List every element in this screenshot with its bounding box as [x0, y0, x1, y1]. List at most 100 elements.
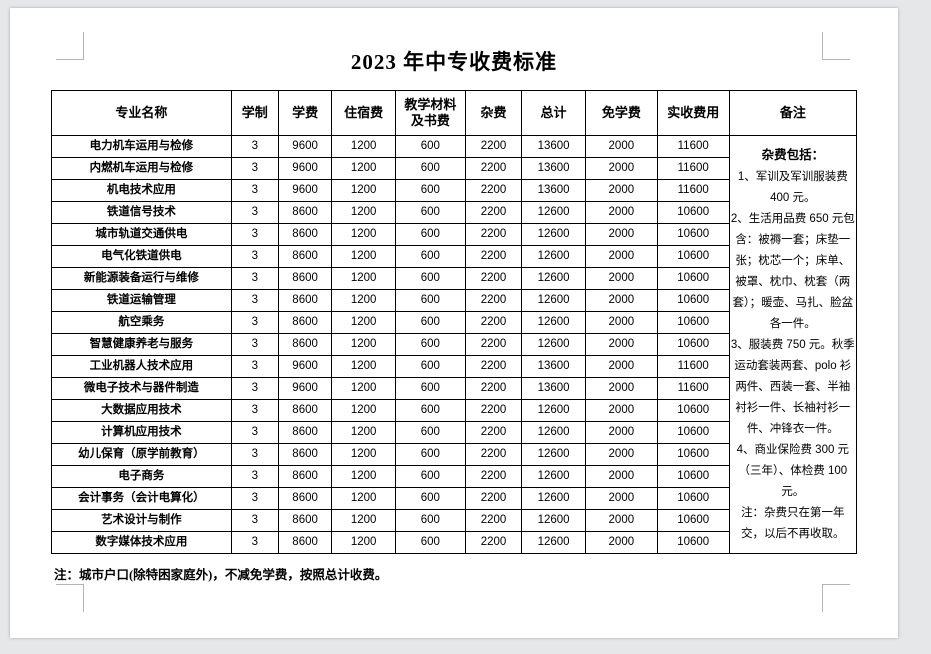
cell-tuition-fee: 8600 [277, 421, 333, 444]
cell-tuition-fee: 8600 [277, 201, 333, 224]
table-row: 幼儿保育（原学前教育） 3 8600 1200 600 2200 12600 2000 1060… [51, 443, 857, 466]
cell-misc-fee: 2200 [464, 333, 523, 356]
cell-total-fee: 12600 [521, 421, 586, 444]
cell-total-fee: 12600 [521, 245, 586, 268]
cell-misc-fee: 2200 [464, 399, 523, 422]
cell-total-fee: 13600 [521, 135, 586, 158]
column-header-material-line2: 及书费 [410, 113, 450, 128]
cell-material-fee: 600 [394, 289, 466, 312]
cell-dormitory-fee: 1200 [331, 201, 396, 224]
cell-duration: 3 [230, 223, 279, 246]
cell-major-name: 智慧健康养老与服务 [51, 333, 232, 356]
cell-major-name: 数字媒体技术应用 [51, 531, 232, 554]
cell-dormitory-fee: 1200 [331, 223, 396, 246]
document-page: 2023 年中专收费标准 专业名称 学制 学费 住宿费 教学材料 及书费 杂费 [10, 8, 898, 638]
cell-total-fee: 12600 [521, 333, 586, 356]
cell-actual-fee: 10600 [656, 399, 730, 422]
cell-dormitory-fee: 1200 [331, 377, 396, 400]
table-row: 电力机车运用与检修 3 9600 1200 600 2200 13600 2000 11600 杂… [51, 135, 858, 554]
cell-material-fee: 600 [394, 465, 466, 488]
cell-total-fee: 12600 [521, 487, 586, 510]
cell-actual-fee: 10600 [656, 333, 730, 356]
cell-tuition-waiver: 2000 [584, 179, 658, 202]
cell-total-fee: 12600 [521, 267, 586, 290]
cell-actual-fee: 10600 [656, 289, 730, 312]
cell-tuition-fee: 8600 [277, 487, 333, 510]
cell-material-fee: 600 [394, 267, 466, 290]
cell-material-fee: 600 [394, 223, 466, 246]
column-header-dormitory: 住宿费 [331, 90, 396, 136]
cell-tuition-waiver: 2000 [584, 531, 658, 554]
cell-material-fee: 600 [394, 201, 466, 224]
cell-material-fee: 600 [394, 509, 466, 532]
remarks-line: 注：杂费只在第一年交，以后不再收取。 [741, 506, 845, 540]
cell-misc-fee: 2200 [464, 531, 523, 554]
cell-misc-fee: 2200 [464, 487, 523, 510]
cell-misc-fee: 2200 [464, 223, 523, 246]
cell-major-name: 铁道信号技术 [51, 201, 232, 224]
cell-dormitory-fee: 1200 [331, 157, 396, 180]
footer-note: 注：城市户口(除特困家庭外)，不减免学费，按照总计收费。 [54, 568, 388, 582]
cell-misc-fee: 2200 [464, 245, 523, 268]
cell-material-fee: 600 [394, 135, 466, 158]
cell-duration: 3 [230, 267, 279, 290]
cell-duration: 3 [230, 333, 279, 356]
table-row: 计算机应用技术 3 8600 1200 600 2200 12600 2000 10600 [51, 421, 857, 444]
cell-dormitory-fee: 1200 [331, 333, 396, 356]
cell-tuition-waiver: 2000 [584, 421, 658, 444]
cell-misc-fee: 2200 [464, 355, 523, 378]
column-header-actual: 实收费用 [656, 90, 730, 136]
cell-misc-fee: 2200 [464, 179, 523, 202]
cell-material-fee: 600 [394, 399, 466, 422]
cell-tuition-waiver: 2000 [584, 399, 658, 422]
table-header-row: 专业名称 学制 学费 住宿费 教学材料 及书费 杂费 总计 免学费 实收费用 备… [51, 90, 858, 136]
cell-dormitory-fee: 1200 [331, 179, 396, 202]
cell-total-fee: 13600 [521, 157, 586, 180]
column-header-material: 教学材料 及书费 [394, 90, 466, 136]
column-header-tuition-waiver: 免学费 [584, 90, 658, 136]
cell-major-name: 微电子技术与器件制造 [51, 377, 232, 400]
cell-major-name: 大数据应用技术 [51, 399, 232, 422]
cell-misc-fee: 2200 [464, 443, 523, 466]
cell-duration: 3 [230, 289, 279, 312]
cell-tuition-fee: 8600 [277, 245, 333, 268]
cell-tuition-waiver: 2000 [584, 223, 658, 246]
cell-tuition-waiver: 2000 [584, 443, 658, 466]
cell-tuition-fee: 9600 [277, 377, 333, 400]
cell-duration: 3 [230, 421, 279, 444]
cell-tuition-waiver: 2000 [584, 355, 658, 378]
cell-total-fee: 12600 [521, 289, 586, 312]
cell-actual-fee: 10600 [656, 223, 730, 246]
cell-duration: 3 [230, 135, 279, 158]
table-row: 大数据应用技术 3 8600 1200 600 2200 12600 2000 10600 [51, 399, 857, 422]
cell-duration: 3 [230, 509, 279, 532]
cell-duration: 3 [230, 465, 279, 488]
cell-material-fee: 600 [394, 443, 466, 466]
cell-tuition-waiver: 2000 [584, 289, 658, 312]
cell-total-fee: 13600 [521, 355, 586, 378]
cell-dormitory-fee: 1200 [331, 289, 396, 312]
cell-actual-fee: 10600 [656, 245, 730, 268]
remarks-line: 3、服装费 750 元。秋季运动套装两套、polo 衫两件、西装一套、半袖衬衫一… [730, 338, 855, 435]
crop-mark-bottom-left [56, 584, 84, 612]
cell-actual-fee: 11600 [656, 157, 730, 180]
table-row: 内燃机车运用与检修 3 9600 1200 600 2200 13600 2000 11600 [51, 157, 857, 180]
table-row: 数字媒体技术应用 3 8600 1200 600 2200 12600 2000 10600 [51, 531, 857, 554]
cell-major-name: 城市轨道交通供电 [51, 223, 232, 246]
cell-dormitory-fee: 1200 [331, 135, 396, 158]
column-header-tuition: 学费 [277, 90, 333, 136]
table-row: 铁道运输管理 3 8600 1200 600 2200 12600 2000 10600 [51, 289, 857, 312]
cell-material-fee: 600 [394, 377, 466, 400]
remarks-cell: 杂费包括： 1、军训及军训服装费 400 元。 2、生活用品费 650 元包含：被褥… [728, 135, 858, 554]
cell-total-fee: 12600 [521, 223, 586, 246]
remarks-line: 2、生活用品费 650 元包含：被褥一套；床垫一张；枕芯一个；床单、被罩、枕巾、… [730, 212, 855, 330]
cell-actual-fee: 10600 [656, 443, 730, 466]
column-header-duration: 学制 [230, 90, 279, 136]
fee-table-body: 电力机车运用与检修 3 9600 1200 600 2200 13600 2000 11600 杂… [51, 135, 858, 554]
cell-duration: 3 [230, 443, 279, 466]
table-row: 城市轨道交通供电 3 8600 1200 600 2200 12600 2000 10600 [51, 223, 857, 246]
page-title: 2023 年中专收费标准 [350, 50, 558, 74]
table-row: 艺术设计与制作 3 8600 1200 600 2200 12600 2000 10600 [51, 509, 857, 532]
cell-total-fee: 12600 [521, 311, 586, 334]
cell-dormitory-fee: 1200 [331, 355, 396, 378]
